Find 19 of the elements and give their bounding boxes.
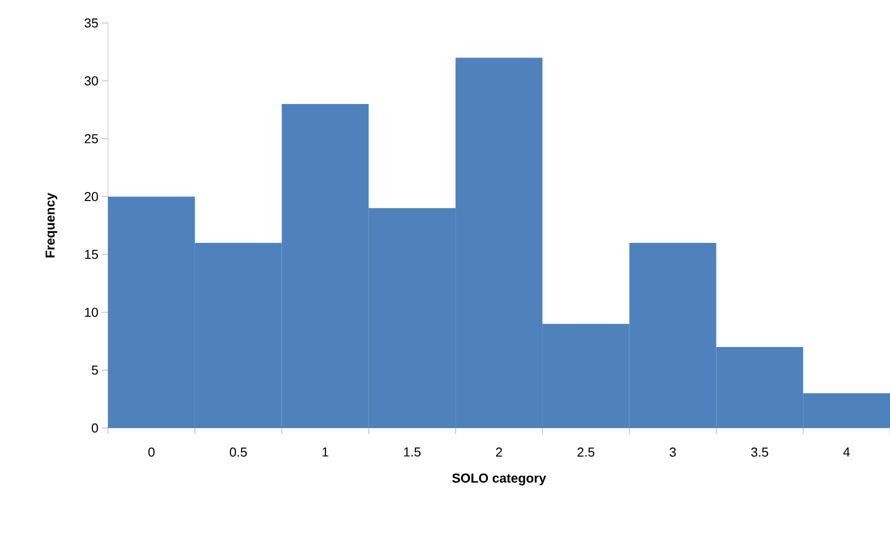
x-tick-label: 1.5 [404, 448, 421, 457]
x-tick-label: 0.5 [230, 448, 247, 457]
x-tick-label: 3 [670, 448, 676, 457]
y-tick-label: 5 [92, 366, 98, 375]
y-tick-label: 20 [84, 192, 98, 202]
y-axis-title: Frequency [46, 192, 58, 258]
y-tick-label: 15 [85, 250, 98, 259]
x-tick-label: 1 [322, 448, 328, 456]
x-tick-label: 3.5 [751, 448, 768, 457]
x-tick-label: 2.5 [578, 448, 594, 457]
y-tick-label: 30 [84, 76, 98, 86]
x-tick-label: 0 [148, 448, 155, 457]
y-tick-label: 35 [84, 18, 98, 28]
y-tick-label: 10 [85, 308, 98, 317]
x-axis-title: SOLO category [452, 474, 546, 486]
y-tick-label: 0 [92, 423, 98, 433]
y-tick-label: 25 [84, 134, 98, 144]
x-tick-label: 4 [843, 448, 850, 456]
x-tick-label: 2 [496, 448, 502, 457]
